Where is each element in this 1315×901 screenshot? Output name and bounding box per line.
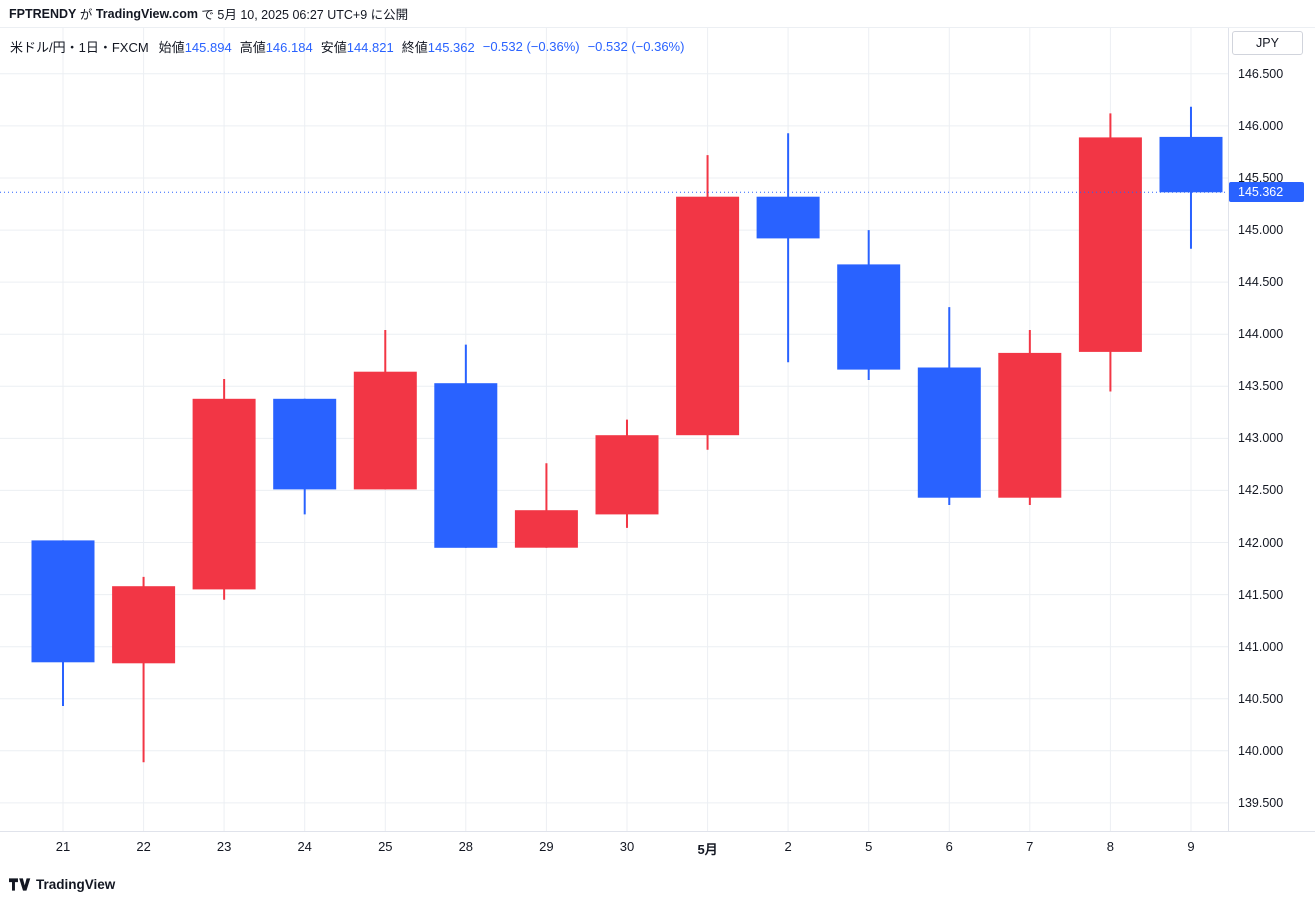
candle-body <box>595 435 659 515</box>
time-tick-label: 8 <box>1106 839 1115 854</box>
tradingview-logo-text: TradingView <box>36 876 116 892</box>
candle-body <box>917 367 981 498</box>
close-value: 145.362 <box>427 40 475 55</box>
currency-label: JPY <box>1256 36 1279 50</box>
candle-body <box>837 264 901 370</box>
time-tick-label: 5月 <box>697 842 718 857</box>
time-tick-label: 22 <box>136 839 151 854</box>
candle-body <box>1078 137 1142 352</box>
candlestick-chart <box>0 28 1228 831</box>
change-value-secondary: −0.532 (−0.36%) <box>587 39 685 54</box>
tradingview-logo-icon <box>9 877 31 891</box>
low-readout: 安値144.821 <box>321 37 394 56</box>
symbol-title[interactable]: 米ドル/円・1日・FXCM <box>10 40 149 55</box>
high-value: 146.184 <box>265 40 313 55</box>
tradingview-watermark[interactable]: TradingView <box>9 873 115 895</box>
candle-body <box>676 196 740 436</box>
price-tick-label: 143.500 <box>1238 379 1284 394</box>
change-value: −0.532 (−0.36%) <box>482 39 580 54</box>
low-label: 安値 <box>320 40 347 55</box>
chart-plot-area[interactable]: 米ドル/円・1日・FXCM 始値145.894 高値146.184 安値144.… <box>0 28 1228 831</box>
publish-banner: FPTRENDY が TradingView.com で 5月 10, 2025… <box>0 0 1315 28</box>
candle-body <box>112 586 176 664</box>
candle-body <box>31 540 95 663</box>
price-tick-label: 141.500 <box>1238 587 1284 602</box>
price-tick-label: 142.500 <box>1238 483 1284 498</box>
candle-body <box>756 196 820 239</box>
price-axis[interactable]: JPY 145.362 146.500 146.000 145.500 145.000… <box>1228 28 1315 831</box>
price-tick-label: 145.500 <box>1238 171 1284 185</box>
candle-body <box>514 510 578 548</box>
price-tick-label: 140.500 <box>1238 691 1284 706</box>
chart-legend[interactable]: 米ドル/円・1日・FXCM 始値145.894 高値146.184 安値144.… <box>10 37 692 56</box>
open-value: 145.894 <box>184 40 232 55</box>
candle-body <box>273 398 337 490</box>
open-label: 始値 <box>158 40 185 55</box>
time-tick-label: 29 <box>539 839 554 854</box>
time-tick-label: 28 <box>458 839 474 854</box>
time-tick-label: 9 <box>1187 839 1195 854</box>
candle-body <box>192 398 256 590</box>
candle-body <box>353 371 417 490</box>
close-label: 終値 <box>401 40 428 55</box>
price-tick-label: 144.500 <box>1238 275 1284 290</box>
banner-publish-datetime: 5月 10, 2025 06:27 UTC+9 に公開 <box>217 8 409 22</box>
currency-unit-box: JPY <box>1232 31 1303 55</box>
time-tick-label: 24 <box>297 839 312 854</box>
open-readout: 始値145.894 <box>159 37 232 56</box>
time-tick-label: 2 <box>784 839 792 854</box>
time-tick-label: 5 <box>865 839 873 854</box>
price-tick-label: 142.000 <box>1238 535 1284 550</box>
price-tick-label: 145.000 <box>1238 223 1284 238</box>
banner-particle-ga: が <box>76 8 96 22</box>
time-tick-label: 6 <box>945 839 953 854</box>
high-readout: 高値146.184 <box>240 37 313 56</box>
candle-body <box>434 383 498 548</box>
banner-particle-de: で <box>197 8 218 22</box>
time-tick-label: 25 <box>378 839 393 854</box>
price-tick-label: 141.000 <box>1238 639 1284 654</box>
last-price-badge: 145.362 <box>1229 182 1304 203</box>
price-tick-label: 144.000 <box>1238 327 1284 342</box>
price-tick-label: 146.500 <box>1238 66 1284 81</box>
close-readout: 終値145.362 <box>402 37 475 56</box>
low-value: 144.821 <box>346 40 394 55</box>
time-tick-label: 23 <box>216 839 232 854</box>
high-label: 高値 <box>239 40 266 55</box>
banner-site-link[interactable]: TradingView.com <box>95 6 198 21</box>
price-tick-label: 143.000 <box>1238 431 1284 446</box>
price-tick-label: 146.000 <box>1238 118 1284 133</box>
banner-author: FPTRENDY <box>9 6 77 21</box>
time-tick-label: 30 <box>619 839 635 854</box>
time-axis[interactable]: 21 22 23 24 25 28 29 30 5月 2 5 6 7 8 9 <box>0 831 1315 861</box>
time-tick-label: 21 <box>55 839 71 854</box>
price-tick-label: 139.500 <box>1238 795 1284 810</box>
candle-body <box>998 352 1062 498</box>
candle-body <box>1159 136 1223 193</box>
time-tick-label: 7 <box>1026 839 1034 854</box>
price-tick-label: 140.000 <box>1238 743 1284 758</box>
